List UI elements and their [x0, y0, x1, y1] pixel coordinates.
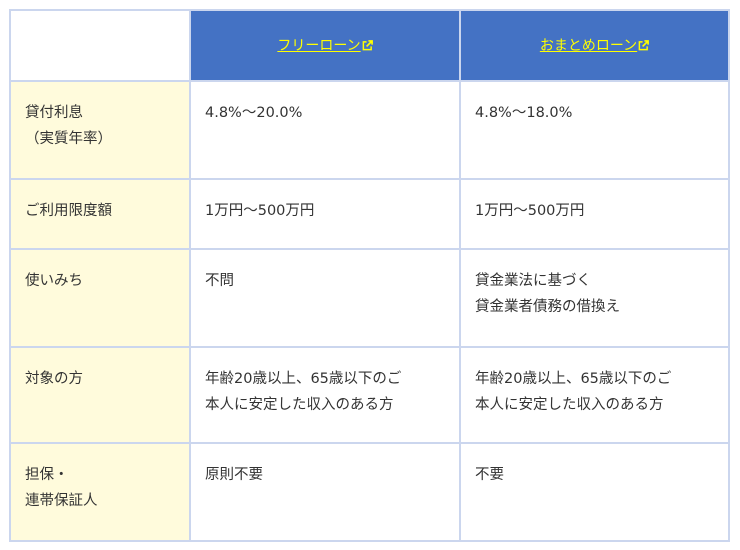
label-text: （実質年率）: [25, 131, 112, 147]
header-free-loan: フリーローン: [189, 9, 461, 82]
row-limit: ご利用限度額 1万円〜500万円 1万円〜500万円: [9, 178, 730, 250]
label-text: 連帯保証人: [25, 493, 98, 509]
cell-text: 4.8%〜20.0%: [205, 105, 303, 121]
cell-text: 貸金業者債務の借換え: [475, 299, 620, 315]
row-label: 担保・ 連帯保証人: [9, 442, 191, 542]
cell-text: 年齢20歳以上、65歳以下のご: [475, 371, 672, 387]
free-loan-cell: 不問: [189, 248, 461, 348]
header-row: フリーローン おまとめローン: [9, 9, 730, 82]
cell-text: 年齢20歳以上、65歳以下のご: [205, 371, 402, 387]
row-label: 使いみち: [9, 248, 191, 348]
label-text: ご利用限度額: [25, 203, 112, 219]
cell-text: 原則不要: [205, 467, 263, 483]
free-loan-cell: 年齢20歳以上、65歳以下のご 本人に安定した収入のある方: [189, 346, 461, 444]
free-loan-link[interactable]: フリーローン: [277, 37, 373, 54]
cell-text: 不問: [205, 273, 234, 289]
omatome-loan-link[interactable]: おまとめローン: [539, 37, 650, 54]
omatome-loan-cell: 不要: [459, 442, 730, 542]
row-label: 対象の方: [9, 346, 191, 444]
omatome-loan-cell: 貸金業法に基づく貸金業者債務の借換え: [459, 248, 730, 348]
cell-text: 1万円〜500万円: [205, 203, 315, 219]
omatome-loan-cell: 年齢20歳以上、65歳以下のご 本人に安定した収入のある方: [459, 346, 730, 444]
free-loan-cell: 原則不要: [189, 442, 461, 542]
header-omatome-loan: おまとめローン: [459, 9, 730, 82]
label-text: 担保・: [25, 467, 69, 483]
label-text: 使いみち: [25, 273, 83, 289]
row-interest: 貸付利息 （実質年率） 4.8%〜20.0% 4.8%〜18.0%: [9, 80, 730, 180]
omatome-loan-cell: 1万円〜500万円: [459, 178, 730, 250]
cell-text: 不要: [475, 467, 504, 483]
loan-comparison-table: フリーローン おまとめローン 貸付利息 （実質年率） 4.8%〜20.0% 4.8…: [9, 9, 730, 542]
cell-text: 1万円〜500万円: [475, 203, 585, 219]
row-label: 貸付利息 （実質年率）: [9, 80, 191, 180]
omatome-loan-cell: 4.8%〜18.0%: [459, 80, 730, 180]
external-link-icon: [638, 39, 650, 50]
label-text: 対象の方: [25, 371, 83, 387]
cell-text: 4.8%〜18.0%: [475, 105, 573, 121]
omatome-loan-link-label: おまとめローン: [539, 37, 638, 54]
label-text: 貸付利息: [25, 105, 83, 121]
free-loan-link-label: フリーローン: [277, 37, 361, 54]
cell-text: 貸金業法に基づく: [475, 273, 591, 289]
row-label: ご利用限度額: [9, 178, 191, 250]
row-eligibility: 対象の方 年齢20歳以上、65歳以下のご 本人に安定した収入のある方 年齢20歳以…: [9, 346, 730, 444]
external-link-icon: [362, 39, 373, 50]
cell-text: 本人に安定した収入のある方: [475, 397, 664, 413]
row-collateral: 担保・連帯保証人 原則不要 不要: [9, 442, 730, 542]
free-loan-cell: 4.8%〜20.0%: [189, 80, 461, 180]
header-blank-cell: [9, 9, 191, 82]
cell-text: 本人に安定した収入のある方: [205, 397, 394, 413]
row-usage: 使いみち 不問 貸金業法に基づく貸金業者債務の借換え: [9, 248, 730, 348]
free-loan-cell: 1万円〜500万円: [189, 178, 461, 250]
